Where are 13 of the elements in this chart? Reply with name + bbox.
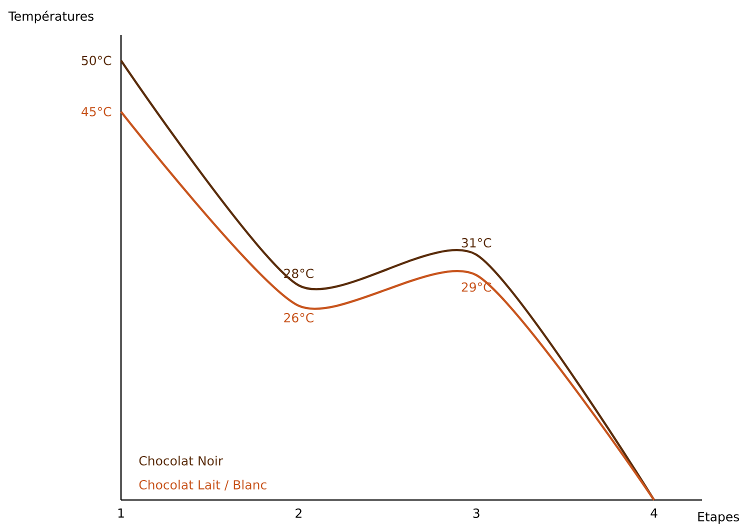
x-tick-label: 2 bbox=[296, 508, 302, 518]
data-label: 31°C bbox=[462, 238, 492, 248]
data-label: 45°C bbox=[82, 106, 112, 116]
text: Chocolat Noir bbox=[139, 456, 224, 466]
x-tick-label: 4 bbox=[650, 508, 658, 518]
data-label: 29°C bbox=[462, 282, 492, 292]
x-tick-label: 1 bbox=[118, 508, 124, 518]
data-label: 50°C bbox=[82, 56, 112, 66]
x-axis-title: Etapes bbox=[698, 512, 740, 524]
y-axis-title: Températures bbox=[8, 10, 94, 24]
x-tick-label: 3 bbox=[473, 508, 480, 518]
text: Chocolat Lait / Blanc bbox=[139, 480, 266, 490]
data-label: 26°C bbox=[284, 313, 314, 322]
